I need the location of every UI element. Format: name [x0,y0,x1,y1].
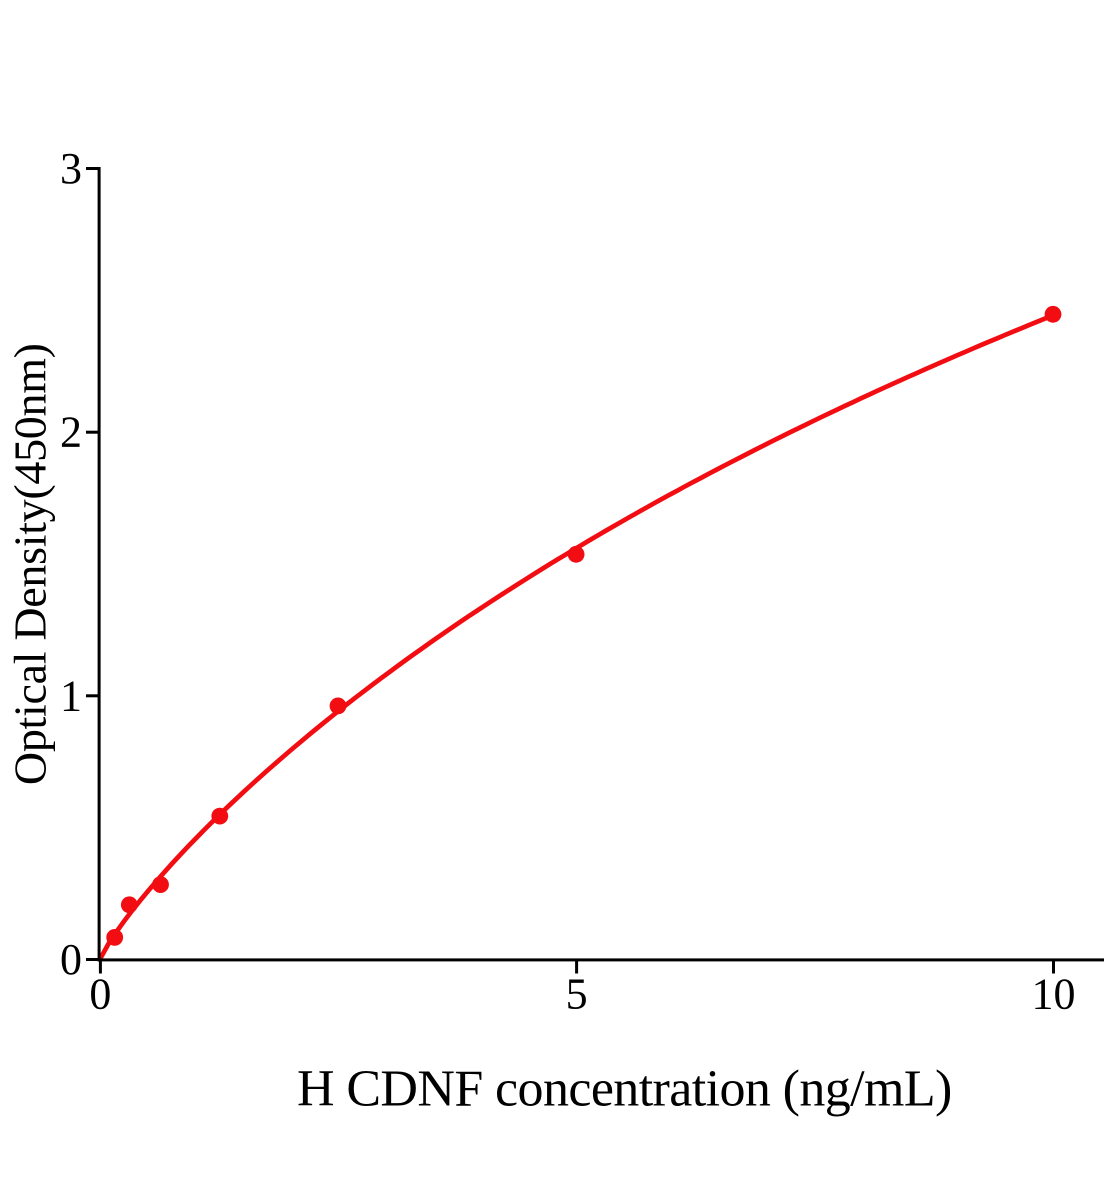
svg-text:10: 10 [1032,970,1076,1019]
svg-text:1: 1 [60,671,82,720]
svg-text:Optical Density(450nm): Optical Density(450nm) [5,343,56,785]
svg-text:0: 0 [89,970,111,1019]
svg-text:H CDNF concentration (ng/mL): H CDNF concentration (ng/mL) [297,1060,952,1117]
svg-text:0: 0 [60,935,82,984]
svg-text:2: 2 [60,408,82,457]
svg-text:3: 3 [60,144,82,193]
svg-text:5: 5 [566,970,588,1019]
